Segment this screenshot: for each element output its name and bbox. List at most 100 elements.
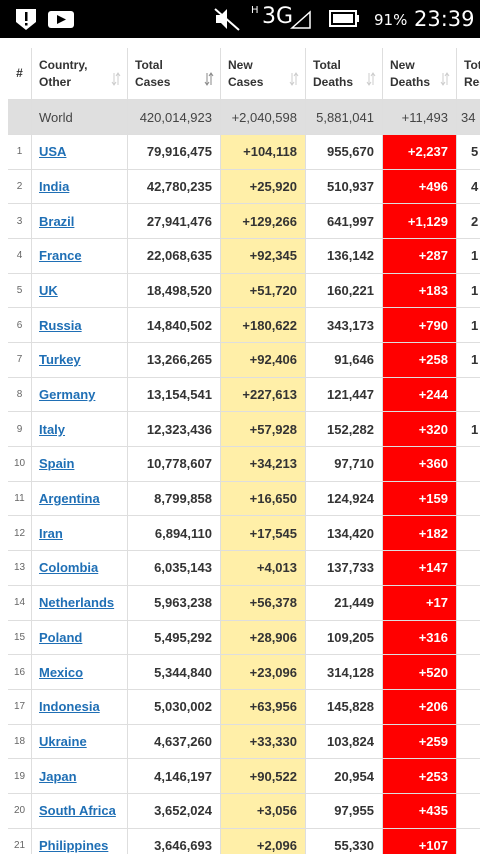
country[interactable]: India bbox=[32, 169, 128, 205]
country-link[interactable]: Netherlands bbox=[39, 595, 115, 611]
sort-icon bbox=[111, 72, 121, 86]
cell-text: 15 bbox=[13, 631, 26, 643]
cell-text: +25,920 bbox=[249, 179, 297, 194]
cell-text: 1 bbox=[471, 283, 479, 299]
cell-text: 955,670 bbox=[327, 144, 374, 160]
country-link[interactable]: India bbox=[39, 179, 70, 194]
cell-text: 16 bbox=[13, 666, 26, 678]
country-link[interactable]: Argentina bbox=[39, 491, 100, 507]
country-link[interactable]: Mexico bbox=[39, 664, 84, 680]
country-link[interactable]: Poland bbox=[39, 629, 83, 645]
cell-text: +28,906 bbox=[249, 629, 297, 645]
cell-text: 1 bbox=[471, 421, 479, 437]
country-link[interactable]: UK bbox=[39, 283, 58, 299]
cell-text: 97,710 bbox=[334, 456, 374, 472]
total-recovered bbox=[457, 829, 480, 854]
country[interactable]: Spain bbox=[32, 447, 128, 482]
country[interactable]: Netherlands bbox=[32, 585, 128, 621]
country-link[interactable]: Japan bbox=[39, 768, 77, 784]
cell-text: 13,154,541 bbox=[146, 387, 212, 403]
cell-text: 18,498,520 bbox=[146, 283, 212, 299]
cell-text: 17 bbox=[13, 701, 26, 713]
country-link[interactable]: Brazil bbox=[39, 213, 75, 229]
cell-text: 124,924 bbox=[327, 491, 374, 507]
new-cases: +4,013 bbox=[221, 551, 306, 586]
total-deaths: 55,330 bbox=[306, 828, 383, 854]
country[interactable]: Argentina bbox=[32, 481, 128, 517]
new-deaths: +316 bbox=[383, 620, 457, 656]
cell-text: +16,650 bbox=[249, 491, 297, 507]
country[interactable]: Iran bbox=[32, 516, 128, 552]
country[interactable]: Germany bbox=[32, 377, 128, 413]
cell-text: 6,894,110 bbox=[154, 525, 212, 541]
header-text: Deaths bbox=[390, 74, 431, 89]
new-deaths: +790 bbox=[383, 308, 457, 344]
cell-text: 109,205 bbox=[327, 629, 374, 645]
country[interactable]: Turkey bbox=[32, 343, 128, 378]
cell-text: 10,778,607 bbox=[146, 456, 212, 472]
country[interactable]: USA bbox=[32, 135, 128, 170]
country-link[interactable]: Philippines bbox=[39, 837, 109, 853]
sort-icon bbox=[289, 72, 299, 86]
country[interactable]: Ukraine bbox=[32, 724, 128, 760]
cell-text: 79,916,475 bbox=[146, 144, 212, 160]
world-value: 34 bbox=[461, 109, 476, 125]
country-link[interactable]: South Africa bbox=[39, 803, 116, 819]
new-deaths: +259 bbox=[383, 724, 457, 760]
cell-text: 4,637,260 bbox=[154, 733, 212, 749]
country[interactable]: Italy bbox=[32, 412, 128, 448]
country[interactable]: Russia bbox=[32, 308, 128, 344]
country-link[interactable]: Turkey bbox=[39, 352, 81, 368]
country[interactable]: Indonesia bbox=[32, 689, 128, 725]
cell-text: +258 bbox=[418, 352, 448, 368]
country[interactable]: Philippines bbox=[32, 828, 128, 854]
cell-text: 641,997 bbox=[327, 213, 374, 229]
total-deaths: 20,954 bbox=[306, 759, 383, 794]
country[interactable]: UK bbox=[32, 273, 128, 309]
cell-text: +360 bbox=[418, 456, 448, 472]
country-link[interactable]: Italy bbox=[39, 421, 66, 437]
cell-text: 21,449 bbox=[334, 595, 374, 611]
column-header[interactable]: Total Deaths bbox=[306, 48, 383, 100]
cell-text: 19 bbox=[13, 770, 26, 782]
total-deaths: 136,142 bbox=[306, 239, 383, 274]
country[interactable]: Poland bbox=[32, 620, 128, 656]
cell-text: 14,840,502 bbox=[146, 317, 212, 333]
country[interactable]: France bbox=[32, 239, 128, 274]
country-link[interactable]: Iran bbox=[39, 525, 63, 541]
country[interactable]: Brazil bbox=[32, 204, 128, 240]
new-deaths: +159 bbox=[383, 481, 457, 517]
country-link[interactable]: Germany bbox=[39, 387, 96, 403]
country[interactable]: Colombia bbox=[32, 551, 128, 586]
country-link[interactable]: Russia bbox=[39, 317, 82, 333]
country-link[interactable]: Indonesia bbox=[39, 699, 100, 715]
country[interactable]: South Africa bbox=[32, 793, 128, 829]
cell-text: +63,956 bbox=[249, 699, 297, 715]
country[interactable]: Mexico bbox=[32, 655, 128, 690]
country-link[interactable]: Colombia bbox=[39, 560, 99, 576]
column-header[interactable]: Country, Other bbox=[32, 48, 128, 100]
column-header[interactable]: New Cases bbox=[221, 48, 306, 100]
total-deaths: 145,828 bbox=[306, 689, 383, 725]
cell-text: 7 bbox=[16, 354, 23, 366]
new-cases: +104,118 bbox=[221, 135, 306, 170]
total-cases: 12,323,436 bbox=[128, 412, 221, 448]
country-link[interactable]: Spain bbox=[39, 456, 75, 472]
rank: 5 bbox=[8, 273, 32, 309]
column-header[interactable]: Tot Rec bbox=[457, 48, 480, 100]
country-link[interactable]: Ukraine bbox=[39, 733, 87, 749]
cell-text: 343,173 bbox=[327, 317, 374, 333]
column-header[interactable]: Total Cases bbox=[128, 48, 221, 100]
country[interactable]: Japan bbox=[32, 759, 128, 794]
header-text: Total bbox=[135, 57, 163, 72]
country-link[interactable]: France bbox=[39, 248, 82, 264]
column-header[interactable]: New Deaths bbox=[383, 48, 457, 100]
cell-text: 510,937 bbox=[327, 179, 374, 194]
network: 3G bbox=[262, 4, 294, 29]
rank: 2 bbox=[8, 169, 32, 205]
cell-text: 103,824 bbox=[327, 733, 374, 749]
header-text: # bbox=[16, 66, 23, 80]
total-cases: 4,637,260 bbox=[128, 724, 221, 760]
country-link[interactable]: USA bbox=[39, 144, 67, 160]
cell-text: 27,941,476 bbox=[146, 213, 212, 229]
